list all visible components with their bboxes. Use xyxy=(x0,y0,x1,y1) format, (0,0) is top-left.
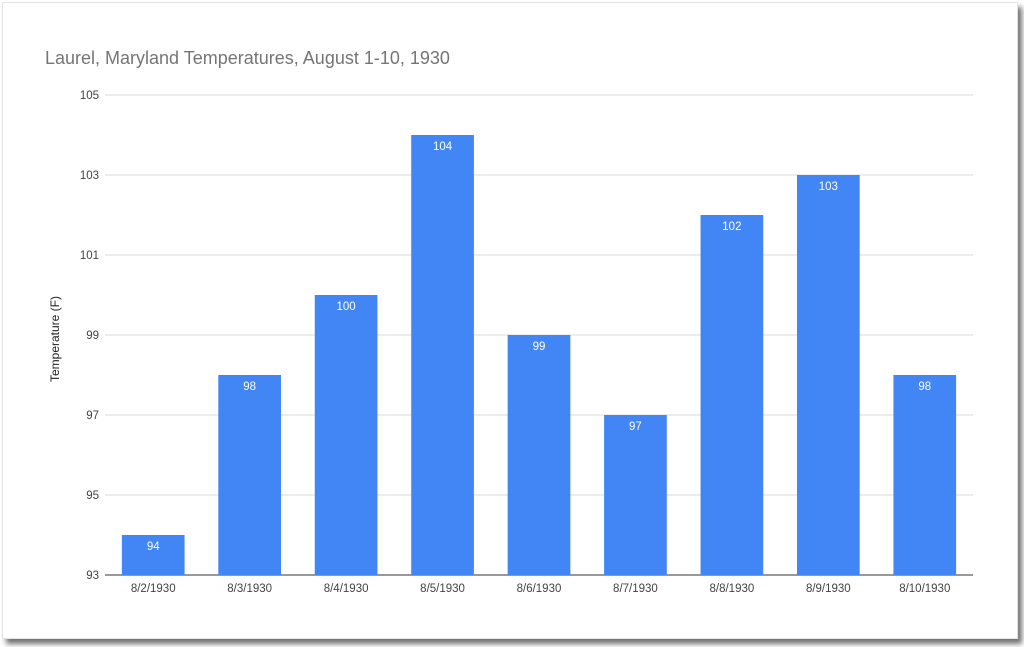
bars xyxy=(121,135,957,575)
y-axis-ticks: 93 95 97 99 101 103 105 xyxy=(80,90,99,582)
x-tick-label: 8/3/1930 xyxy=(227,583,272,595)
y-tick-label: 101 xyxy=(80,250,99,262)
bar-chart: Laurel, Maryland Temperatures, August 1-… xyxy=(45,48,973,595)
x-tick-label: 8/6/1930 xyxy=(517,583,562,595)
x-tick-label: 8/4/1930 xyxy=(324,583,369,595)
chart-title: Laurel, Maryland Temperatures, August 1-… xyxy=(45,48,450,68)
bar xyxy=(507,335,571,575)
bar xyxy=(604,415,667,575)
bar xyxy=(411,135,474,575)
x-tick-label: 8/7/1930 xyxy=(613,583,658,595)
x-tick-label: 8/8/1930 xyxy=(710,583,755,595)
y-tick-label: 105 xyxy=(80,90,99,102)
data-label: 102 xyxy=(722,221,741,233)
data-label: 100 xyxy=(337,301,356,313)
data-label: 103 xyxy=(819,181,838,193)
x-tick-label: 8/5/1930 xyxy=(420,583,465,595)
bar xyxy=(700,215,764,575)
x-tick-label: 8/10/1930 xyxy=(899,583,950,595)
x-tick-label: 8/2/1930 xyxy=(131,583,176,595)
bar xyxy=(314,295,378,575)
chart-card: Laurel, Maryland Temperatures, August 1-… xyxy=(2,2,1018,639)
data-label: 97 xyxy=(629,421,642,433)
bar xyxy=(218,375,282,575)
bar xyxy=(121,535,185,575)
data-labels: 94 98 100 104 99 97 102 103 98 xyxy=(147,141,931,553)
data-label: 98 xyxy=(918,381,931,393)
y-tick-label: 99 xyxy=(86,330,99,342)
data-label: 94 xyxy=(147,541,160,553)
data-label: 99 xyxy=(533,341,546,353)
y-tick-label: 95 xyxy=(86,490,99,502)
bar xyxy=(796,175,860,575)
bar xyxy=(893,375,957,575)
y-tick-label: 97 xyxy=(86,410,99,422)
y-tick-label: 103 xyxy=(80,170,99,182)
y-tick-label: 93 xyxy=(86,570,99,582)
data-label: 98 xyxy=(243,381,256,393)
x-axis-ticks: 8/2/1930 8/3/1930 8/4/1930 8/5/1930 8/6/1930… xyxy=(131,583,951,595)
x-tick-label: 8/9/1930 xyxy=(806,583,851,595)
data-label: 104 xyxy=(433,141,453,153)
y-axis-label: Temperature (F) xyxy=(48,296,62,382)
